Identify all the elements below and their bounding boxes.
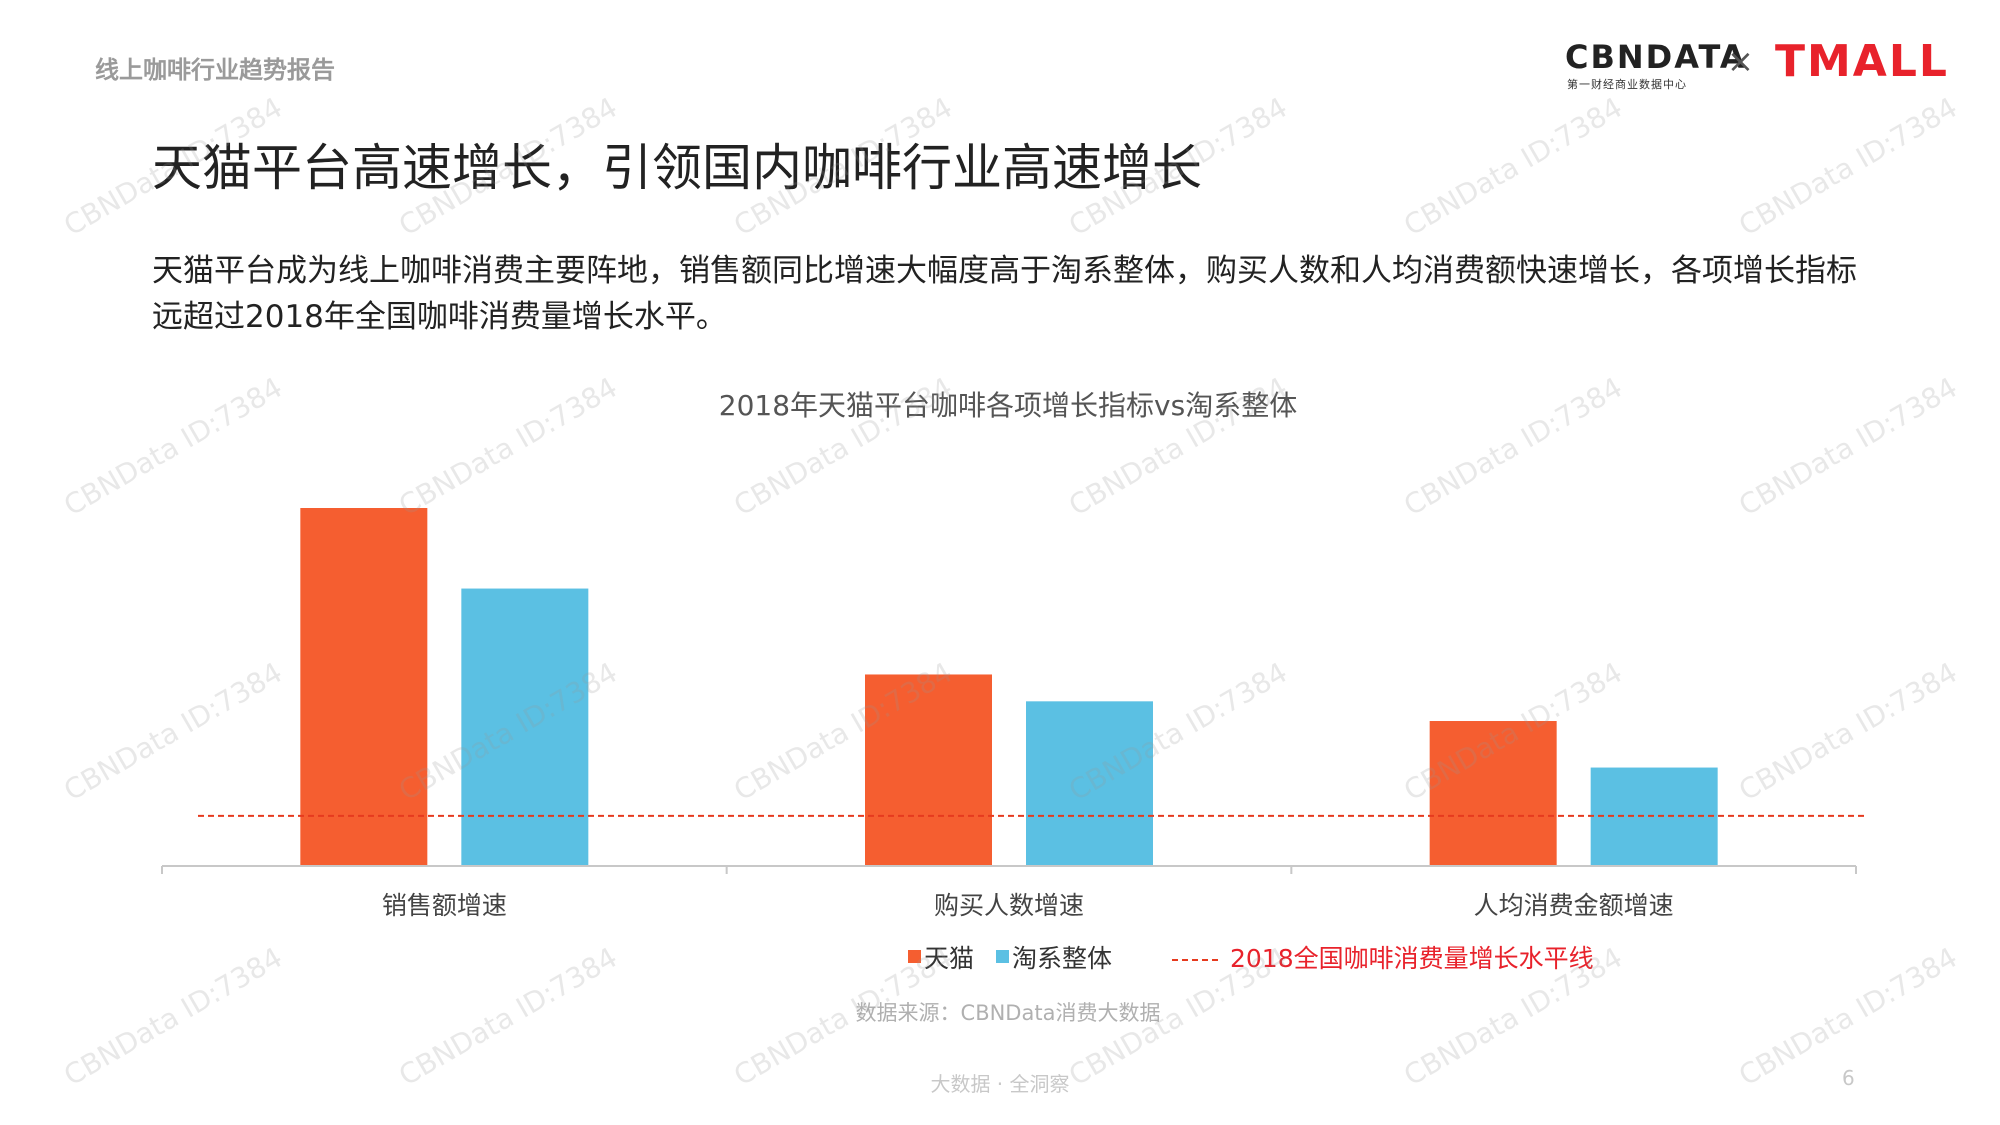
chart-title: 2018年天猫平台咖啡各项增长指标vs淘系整体: [719, 389, 1297, 422]
brand-logos: CBNDATA 第一财经商业数据中心 × TMALL: [1565, 36, 1947, 91]
cbndata-logo: CBNDATA: [1565, 38, 1747, 76]
page-description: 天猫平台成为线上咖啡消费主要阵地，销售额同比增速大幅度高于淘系整体，购买人数和人…: [152, 253, 1857, 335]
legend-swatch-tmall: [908, 950, 921, 963]
x-tick-label: 销售额增速: [382, 891, 507, 920]
cbndata-logo-subtitle: 第一财经商业数据中心: [1567, 78, 1687, 91]
footer-tagline: 大数据 · 全洞察: [930, 1072, 1070, 1096]
data-source: 数据来源：CBNData消费大数据: [856, 1001, 1161, 1025]
report-label: 线上咖啡行业趋势报告: [95, 56, 335, 84]
tmall-logo: TMALL: [1775, 36, 1949, 87]
bar-tmall-1: [865, 674, 992, 866]
x-tick-label: 人均消费金额增速: [1474, 891, 1674, 920]
bar-tmall-0: [300, 508, 428, 866]
bar-tmall-2: [1429, 721, 1557, 866]
legend-label-reference: 2018全国咖啡消费量增长水平线: [1230, 944, 1594, 973]
legend-swatch-taoxi: [996, 950, 1009, 963]
legend-label-taoxi: 淘系整体: [1012, 944, 1112, 973]
logo-separator: ×: [1727, 42, 1754, 80]
x-tick-label: 购买人数增速: [934, 891, 1084, 920]
bar-taoxi-1: [1026, 701, 1153, 866]
bar-taoxi-0: [461, 588, 589, 866]
legend-label-tmall: 天猫: [924, 944, 974, 973]
page-number: 6: [1842, 1066, 1855, 1090]
page-title: 天猫平台高速增长，引领国内咖啡行业高速增长: [152, 139, 1202, 197]
